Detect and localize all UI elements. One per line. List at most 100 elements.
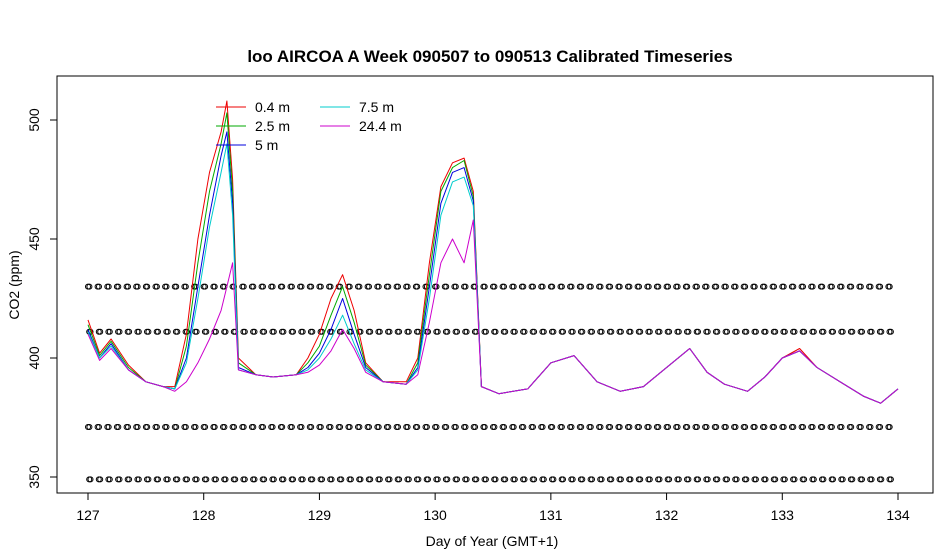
marker-row [85,424,893,430]
marker-point [269,424,276,430]
x-tick-label: 127 [76,507,100,523]
marker-point [251,476,258,483]
marker-point [666,476,673,483]
marker-point [830,328,836,335]
marker-point [722,283,729,290]
marker-point [232,476,239,483]
marker-point [492,328,499,335]
marker-point [434,476,441,483]
marker-point [695,328,701,335]
marker-point [241,328,248,335]
marker-point [616,283,623,290]
marker-point [762,328,769,335]
marker-point [867,424,874,430]
marker-point [395,424,401,430]
marker-point [772,476,779,483]
x-tick-label: 134 [886,507,910,523]
marker-point [859,476,865,483]
marker-row [86,328,894,335]
marker-point [887,328,894,335]
marker-point [665,283,671,290]
marker-point [502,476,509,483]
legend-item: 2.5 m [216,118,290,134]
marker-point [375,424,382,430]
x-tick-label: 128 [192,507,216,523]
marker-point [270,476,277,483]
marker-point [174,476,181,483]
marker-point [655,283,662,290]
legend-item: 7.5 m [320,99,394,115]
marker-point [164,328,171,335]
marker-point [531,476,538,483]
marker-point [270,328,277,335]
marker-point [250,424,257,430]
marker-point [261,328,268,335]
marker-point [674,424,681,430]
marker-point [627,476,634,483]
marker-point [703,283,710,290]
legend: 0.4 m 2.5 m 5 m 7.5 m 24.4 m [216,99,402,153]
marker-point [347,476,354,483]
marker-point [820,328,827,335]
marker-point [395,283,401,290]
marker-point [857,424,864,430]
marker-point [790,283,797,290]
marker-point [184,476,190,483]
marker-point [481,283,488,290]
marker-point [288,424,295,430]
marker-point [221,424,228,430]
marker-point [202,283,209,290]
marker-point [530,424,536,430]
marker-point [560,476,566,483]
marker-point [598,328,605,335]
marker-point [636,424,642,430]
marker-point [298,283,305,290]
marker-point [346,283,353,290]
marker-point [531,328,538,335]
marker-point [491,283,498,290]
y-tick-label: 350 [26,465,42,489]
marker-point [155,328,161,335]
marker-point [327,424,334,430]
marker-point [665,424,671,430]
marker-point [684,424,691,430]
marker-point [376,328,383,335]
legend-item: 5 m [216,137,278,153]
marker-point [396,328,403,335]
marker-point [443,424,450,430]
marker-point [251,328,258,335]
marker-point [733,476,740,483]
marker-point [752,328,759,335]
marker-point [830,476,836,483]
marker-point [144,424,151,430]
marker-point [240,283,247,290]
marker-point [444,328,451,335]
marker-point [646,328,653,335]
marker-point [637,328,644,335]
marker-point [868,476,875,483]
marker-point [742,424,749,430]
marker-point [626,283,633,290]
marker-point [135,476,142,483]
marker-point [482,328,489,335]
marker-point [848,424,855,430]
marker-point [105,424,112,430]
marker-point [106,328,113,335]
marker-point [134,424,141,430]
marker-point [838,283,845,290]
marker-point [849,328,856,335]
series-line [87,112,899,404]
marker-point [887,476,894,483]
marker-point [540,328,547,335]
marker-point [173,283,180,290]
marker-point [743,476,750,483]
x-tick-label: 133 [771,507,795,523]
marker-point [126,328,133,335]
marker-point [743,328,750,335]
marker-row [86,476,894,483]
marker-point [454,328,460,335]
marker-point [597,283,604,290]
marker-point [115,424,122,430]
series-line [87,100,899,404]
legend-label: 7.5 m [359,99,394,115]
